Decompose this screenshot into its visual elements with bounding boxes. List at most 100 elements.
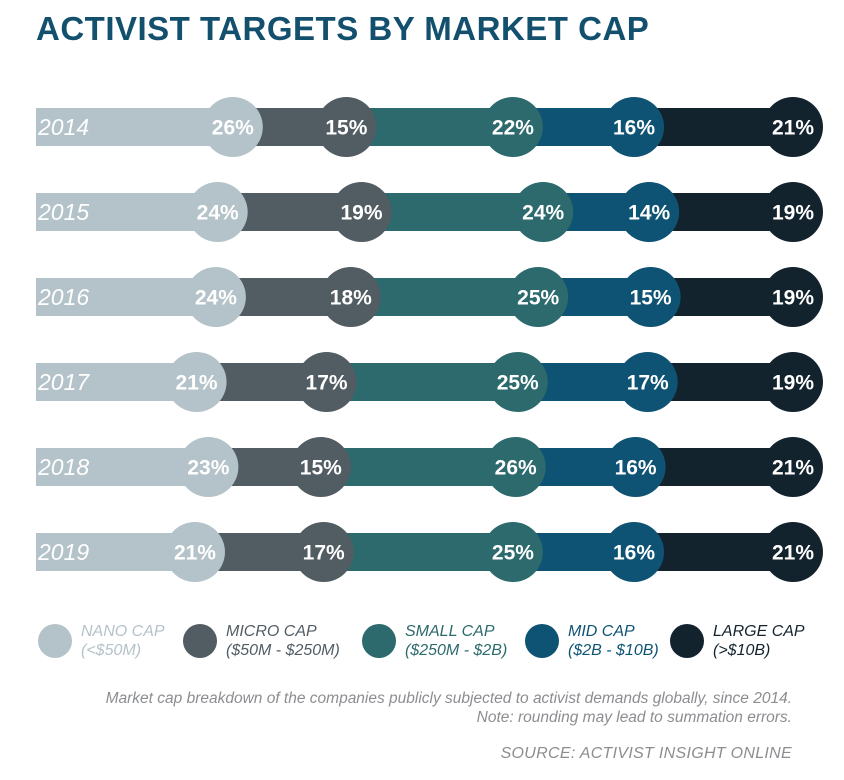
year-label: 2017 [37, 369, 90, 395]
bar-segment [361, 193, 544, 231]
legend-label: MICRO CAP ($50M - $250M) [226, 622, 340, 660]
value-bubble [508, 267, 569, 327]
value-bubble [763, 437, 823, 497]
bar-segment [36, 193, 218, 231]
data-label: 19% [772, 202, 814, 225]
bar-row-2019: 21% 17% 25% 16% 21% 2019 [36, 522, 823, 582]
value-bubble [482, 97, 543, 157]
data-label: 26% [495, 457, 537, 480]
legend-label: MID CAP ($2B - $10B) [568, 622, 659, 660]
bar-row-2018: 23% 15% 26% 16% 21% 2018 [36, 437, 823, 497]
value-bubble [513, 182, 574, 242]
legend: NANO CAP (<$50M) MICRO CAP ($50M - $250M) SM… [38, 622, 838, 662]
value-bubble [487, 352, 548, 412]
year-label: 2018 [37, 454, 89, 480]
data-label: 24% [197, 202, 239, 225]
legend-range: ($250M - $2B) [405, 642, 508, 659]
year-label: 2015 [37, 199, 89, 225]
data-label: 26% [212, 117, 254, 140]
caption-line-2: Note: rounding may lead to summation err… [476, 709, 792, 726]
legend-name: NANO CAP [81, 623, 165, 640]
value-bubble [763, 267, 823, 327]
data-label: 17% [627, 372, 669, 395]
bar-row-2016: 24% 18% 25% 15% 19% 2016 [36, 267, 823, 327]
caption-line-1: Market cap breakdown of the companies pu… [105, 690, 792, 707]
value-bubble [164, 522, 225, 582]
data-label: 24% [195, 287, 237, 310]
legend-range: (>$10B) [713, 642, 771, 659]
bar-segment [320, 448, 516, 486]
value-bubble [290, 437, 351, 497]
data-label: 15% [630, 287, 672, 310]
legend-swatch [362, 624, 396, 658]
data-label: 21% [772, 542, 814, 565]
data-label: 19% [772, 287, 814, 310]
value-bubble [619, 182, 680, 242]
data-label: 16% [615, 457, 657, 480]
legend-label: NANO CAP (<$50M) [81, 622, 165, 660]
legend-name: MICRO CAP [226, 623, 317, 640]
data-label: 17% [303, 542, 345, 565]
data-label: 19% [340, 202, 382, 225]
year-label: 2016 [37, 284, 89, 310]
value-bubble [293, 522, 354, 582]
data-label: 22% [492, 117, 534, 140]
legend-name: SMALL CAP [405, 623, 495, 640]
data-label: 15% [300, 457, 342, 480]
legend-swatch [38, 624, 72, 658]
bar-segment [36, 108, 233, 146]
data-label: 25% [517, 287, 559, 310]
value-bubble [166, 352, 227, 412]
data-label: 23% [187, 457, 229, 480]
page-title: ACTIVIST TARGETS BY MARKET CAP [36, 10, 650, 47]
legend-swatch [183, 624, 217, 658]
value-bubble [617, 352, 678, 412]
legend-label: SMALL CAP ($250M - $2B) [405, 622, 507, 660]
data-label: 21% [772, 117, 814, 140]
value-bubble [178, 437, 239, 497]
year-label: 2019 [37, 539, 89, 565]
legend-swatch [525, 624, 559, 658]
value-bubble [320, 267, 381, 327]
stacked-bar-chart: 26% 15% 22% 16% 21% 2014 24% 19% 24% 14% 19% 2015 24… [36, 97, 823, 582]
value-bubble [604, 522, 665, 582]
year-label: 2014 [37, 114, 89, 140]
value-bubble [482, 522, 543, 582]
legend-range: ($2B - $10B) [568, 642, 659, 659]
data-label: 21% [772, 457, 814, 480]
data-label: 25% [492, 542, 534, 565]
value-bubble [485, 437, 546, 497]
value-bubble [185, 267, 246, 327]
data-label: 16% [613, 117, 655, 140]
data-label: 18% [330, 287, 372, 310]
legend-name: MID CAP [568, 623, 635, 640]
value-bubble [202, 97, 263, 157]
data-label: 14% [628, 202, 670, 225]
legend-range: ($50M - $250M) [226, 642, 340, 659]
legend-name: LARGE CAP [713, 623, 805, 640]
data-label: 25% [497, 372, 539, 395]
value-bubble [763, 182, 823, 242]
value-bubble [187, 182, 248, 242]
caption: Market cap breakdown of the companies pu… [106, 689, 792, 727]
data-label: 21% [176, 372, 218, 395]
bar-row-2015: 24% 19% 24% 14% 19% 2015 [36, 182, 823, 242]
legend-range: (<$50M) [81, 642, 142, 659]
bar-row-2014: 26% 15% 22% 16% 21% 2014 [36, 97, 823, 157]
bar-segment [326, 363, 518, 401]
value-bubble [763, 97, 823, 157]
value-bubble [605, 437, 666, 497]
data-label: 21% [174, 542, 216, 565]
value-bubble [620, 267, 681, 327]
value-bubble [296, 352, 357, 412]
legend-label: LARGE CAP (>$10B) [713, 622, 805, 660]
data-label: 19% [772, 372, 814, 395]
bar-row-2017: 21% 17% 25% 17% 19% 2017 [36, 352, 823, 412]
value-bubble [604, 97, 665, 157]
bar-segment [350, 278, 539, 316]
bar-segment [323, 533, 513, 571]
data-label: 17% [306, 372, 348, 395]
source-note: SOURCE: ACTIVIST INSIGHT ONLINE [500, 745, 792, 762]
value-bubble [763, 352, 823, 412]
data-label: 15% [325, 117, 367, 140]
